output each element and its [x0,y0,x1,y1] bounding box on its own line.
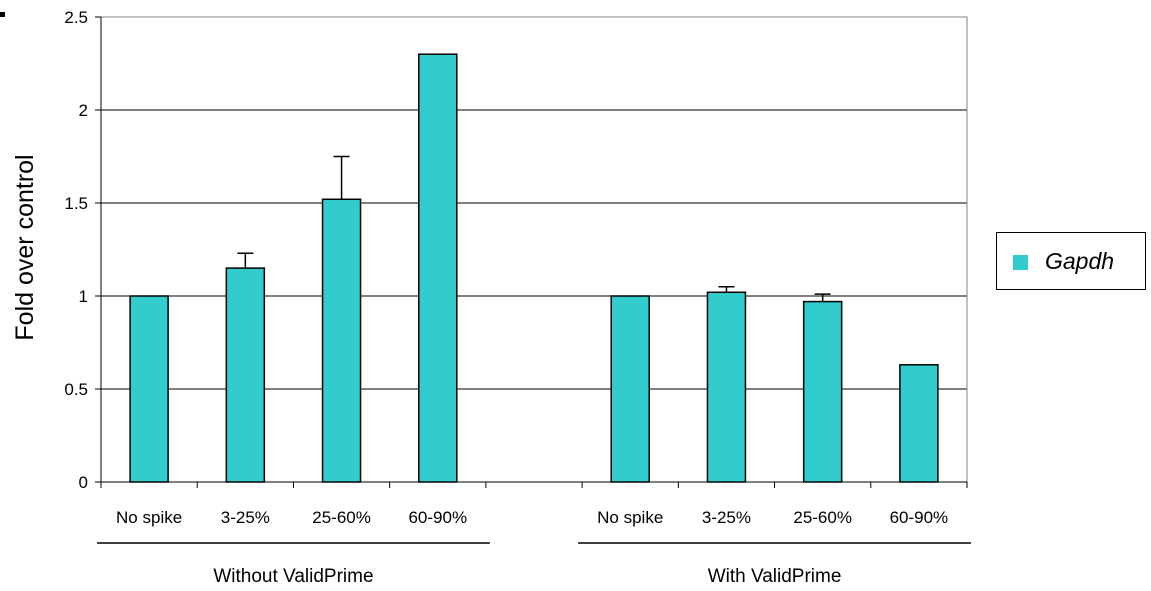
bar [321,198,362,483]
x-category-labels: No spike 3-25% 25-60% 60-90% No spike 3-25% 25… [116,508,948,527]
group-label: Without ValidPrime [213,566,373,587]
group-label: With ValidPrime [708,566,842,587]
legend-swatch [1013,255,1028,270]
y-tick-label: 1 [79,287,88,306]
x-category-label: No spike [116,508,182,527]
axes [95,16,968,488]
x-category-label: 60-90% [408,508,467,527]
group-labels: Without ValidPrime With ValidPrime [97,542,971,587]
bar [899,364,939,483]
bar [802,300,843,483]
y-tick-label: 2.5 [64,8,88,27]
y-tick-label: 2 [79,101,88,120]
bar [706,291,747,483]
y-axis-title: Fold over control [11,154,39,340]
bar [610,295,650,483]
bars [129,53,939,483]
y-tick-label: 0 [79,473,88,492]
y-tick-labels: 0 0.5 1 1.5 2 2.5 [64,8,88,492]
x-category-label: 25-60% [312,508,371,527]
corner-mark [0,12,5,17]
y-tick-label: 1.5 [64,194,88,213]
bar [225,267,266,483]
bar [129,295,169,483]
legend: Gapdh [996,232,1146,290]
legend-series-label: Gapdh [1045,248,1115,274]
x-category-label: 3-25% [702,508,751,527]
y-tick-label: 0.5 [64,380,88,399]
error-bars [237,155,831,302]
bar [418,53,458,483]
x-category-label: 25-60% [793,508,852,527]
x-category-label: No spike [597,508,663,527]
x-category-label: 60-90% [890,508,949,527]
x-category-label: 3-25% [221,508,270,527]
